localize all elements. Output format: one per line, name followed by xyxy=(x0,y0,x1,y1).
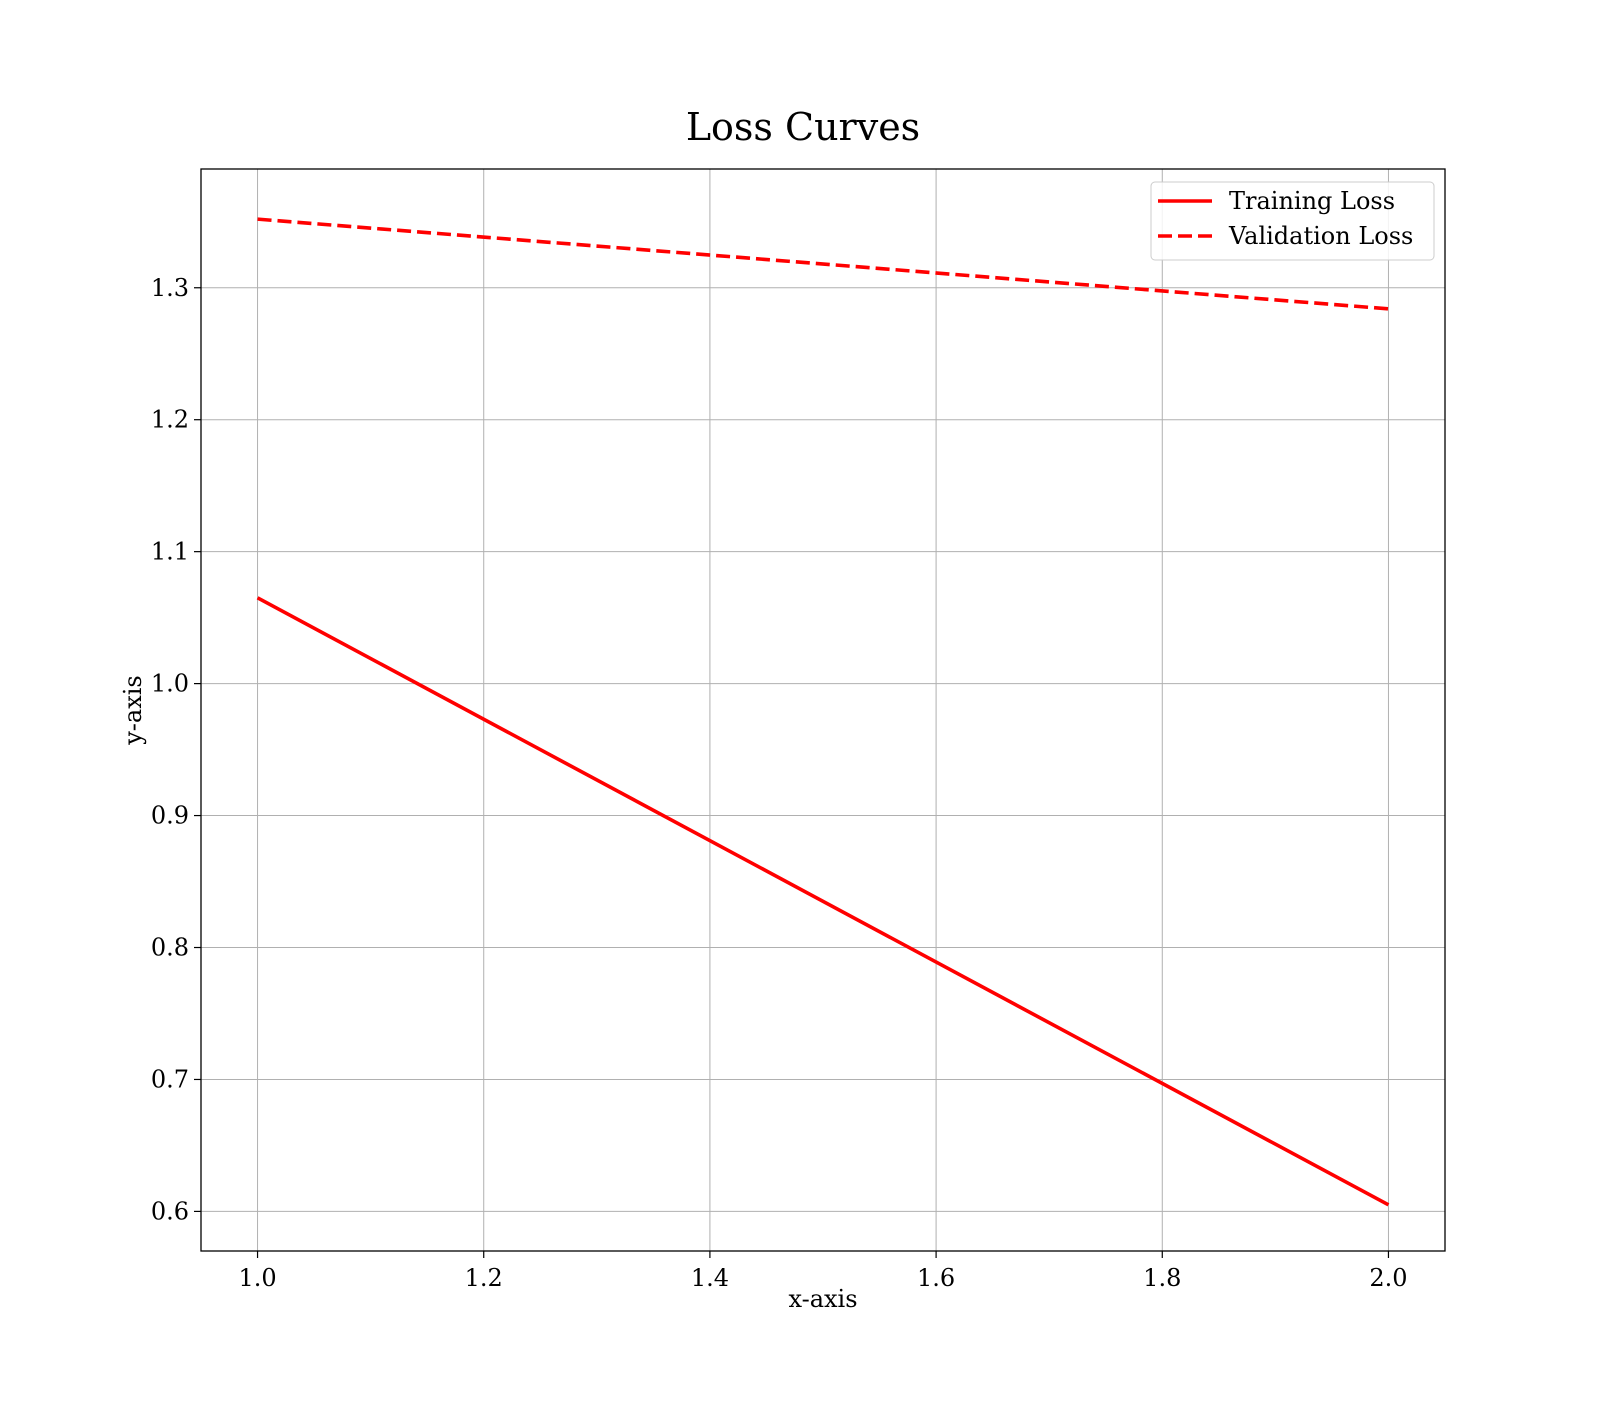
grid-layer xyxy=(201,169,1445,1251)
chart-title: Loss Curves xyxy=(686,105,920,149)
legend-items: Training Loss Validation Loss xyxy=(1158,187,1413,250)
series-line-training-loss xyxy=(256,596,1390,1207)
legend-box xyxy=(1150,181,1435,261)
x-tick-label: 1.0 xyxy=(238,1264,276,1292)
y-tick-label: 1.1 xyxy=(151,538,189,566)
y-tick-label: 1.0 xyxy=(151,670,189,698)
x-axis-label: x-axis xyxy=(788,1285,857,1313)
y-tick-label: 1.2 xyxy=(151,406,189,434)
y-axis-label: y-axis xyxy=(119,675,147,746)
plot-area-frame xyxy=(200,168,1446,1252)
x-tick-label: 2.0 xyxy=(1369,1264,1407,1292)
legend-label-validation-loss: Validation Loss xyxy=(1228,222,1413,250)
y-tick-label: 0.8 xyxy=(151,934,189,962)
legend: Training Loss Validation Loss xyxy=(1150,181,1435,261)
y-tick-label: 1.3 xyxy=(151,274,189,302)
x-tick-label: 1.6 xyxy=(917,1264,955,1292)
y-axis-ticks: 0.6 0.7 0.8 0.9 1.0 1.1 1.2 1.3 xyxy=(151,274,201,1225)
legend-label-training-loss: Training Loss xyxy=(1229,187,1395,215)
series-layer xyxy=(256,217,1390,1207)
y-tick-label: 0.9 xyxy=(151,802,189,830)
x-tick-label: 1.2 xyxy=(465,1264,503,1292)
x-tick-label: 1.4 xyxy=(691,1264,729,1292)
series-line-validation-loss xyxy=(257,217,1389,311)
x-axis-ticks: 1.0 1.2 1.4 1.6 1.8 2.0 xyxy=(238,1251,1408,1292)
x-tick-label: 1.8 xyxy=(1143,1264,1181,1292)
y-tick-label: 0.6 xyxy=(151,1197,189,1225)
y-tick-label: 0.7 xyxy=(151,1065,189,1093)
